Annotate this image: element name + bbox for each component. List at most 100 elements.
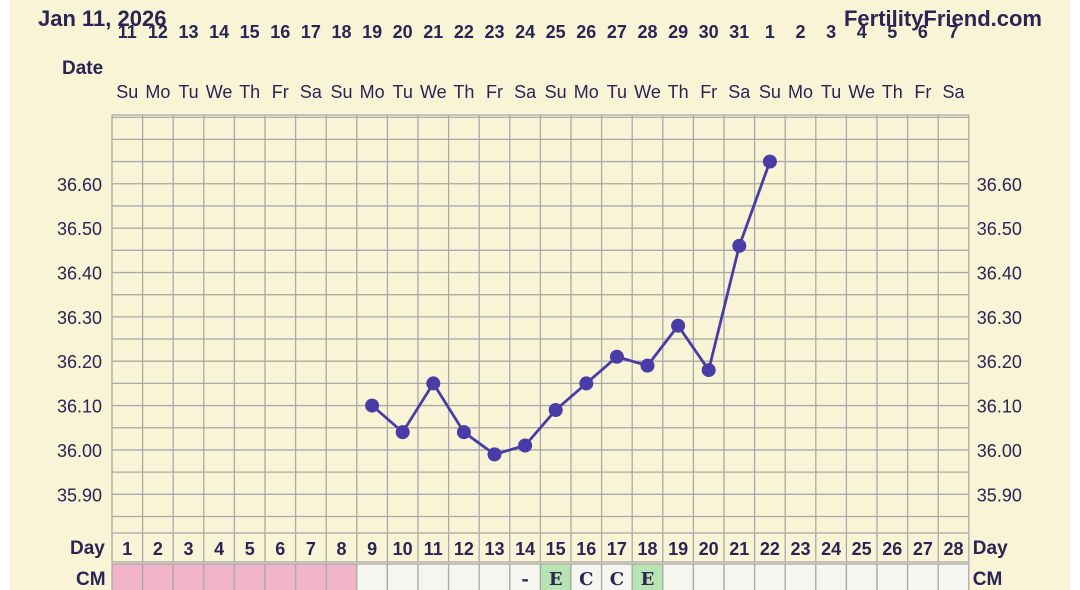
cycle-day-label: 17 — [607, 539, 627, 559]
cycle-day-label: 21 — [729, 539, 749, 559]
weekday-label: Fr — [700, 82, 717, 102]
cycle-day-label: 25 — [852, 539, 872, 559]
weekday-label: Su — [759, 82, 781, 102]
date-label: 11 — [118, 22, 137, 42]
cm-value: E — [641, 569, 655, 590]
y-tick-label-left: 35.90 — [57, 485, 102, 505]
cycle-day-label: 22 — [760, 539, 780, 559]
temperature-line — [371, 161, 772, 456]
date-label: 30 — [699, 22, 719, 42]
cm-cell — [356, 563, 389, 590]
site-name[interactable]: FertilityFriend.com — [843, 6, 1042, 31]
temperature-point — [395, 425, 410, 440]
cm-cell — [386, 563, 419, 590]
cm-cell — [570, 563, 603, 590]
weekday-label: Mo — [145, 82, 170, 102]
weekday-label: Sa — [942, 82, 965, 102]
cm-value: C — [579, 569, 593, 590]
cycle-day-label: 28 — [943, 539, 963, 559]
y-tick-label-left: 36.20 — [57, 352, 102, 372]
weekday-label: Mo — [360, 82, 385, 102]
weekday-label: Tu — [393, 82, 413, 102]
date-label: 31 — [729, 22, 749, 42]
cm-cell — [876, 563, 909, 590]
weekday-label: We — [206, 82, 233, 102]
cm-value: C — [610, 569, 624, 590]
date-label: 29 — [668, 22, 688, 42]
temperature-point — [579, 376, 594, 391]
cm-cell — [478, 563, 511, 590]
date-label: 18 — [331, 22, 351, 42]
cycle-day-label: 1 — [122, 539, 132, 559]
cm-cell — [662, 563, 695, 590]
y-tick-label-left: 36.10 — [57, 397, 102, 417]
weekday-label: Mo — [788, 82, 813, 102]
date-label: 2 — [795, 22, 805, 42]
temperature-point — [732, 238, 747, 253]
date-label: 12 — [148, 22, 168, 42]
cm-cell — [692, 563, 725, 590]
temperature-point — [640, 358, 655, 373]
weekday-label: Th — [453, 82, 474, 102]
cycle-day-label: 3 — [183, 539, 193, 559]
temperature-point — [548, 403, 563, 418]
weekday-label: Su — [116, 82, 138, 102]
weekday-label: Th — [668, 82, 689, 102]
cycle-day-label: 19 — [668, 539, 688, 559]
cycle-day-label: 16 — [576, 539, 596, 559]
date-label: 6 — [918, 22, 928, 42]
date-label: 13 — [178, 22, 198, 42]
cycle-day-label: 27 — [913, 539, 933, 559]
date-label: 15 — [240, 22, 260, 42]
weekday-label: Su — [545, 82, 567, 102]
y-tick-label-right: 35.90 — [977, 485, 1022, 505]
cycle-day-label: 18 — [637, 539, 657, 559]
date-label: 26 — [576, 22, 596, 42]
date-label: 17 — [301, 22, 321, 42]
weekday-label: Sa — [300, 82, 323, 102]
cycle-day-label: 14 — [515, 539, 535, 559]
day-row-label-right: Day — [973, 538, 1008, 559]
chart-date: Jan 11, 2026 — [38, 6, 167, 31]
cycle-day-label: 9 — [367, 539, 377, 559]
cm-cell — [906, 563, 939, 590]
weekday-label: Tu — [178, 82, 198, 102]
date-label: 19 — [362, 22, 382, 42]
date-label: 7 — [948, 22, 958, 42]
cycle-day-label: 20 — [699, 539, 719, 559]
weekday-label: Fr — [272, 82, 289, 102]
date-label: 14 — [209, 22, 229, 42]
date-label: 20 — [393, 22, 413, 42]
date-label: 3 — [826, 22, 836, 42]
y-tick-label-right: 36.60 — [977, 175, 1022, 195]
cm-cell — [815, 563, 848, 590]
cm-cell — [172, 563, 205, 590]
temperature-point — [426, 376, 441, 391]
date-label: 1 — [765, 22, 775, 42]
cm-cell — [845, 563, 878, 590]
temperature-point — [456, 425, 471, 440]
date-label: 25 — [546, 22, 566, 42]
date-label: 22 — [454, 22, 474, 42]
cycle-day-label: 8 — [336, 539, 346, 559]
weekday-label: Th — [882, 82, 903, 102]
cm-cell — [447, 563, 480, 590]
date-label: 16 — [270, 22, 290, 42]
y-tick-label-left: 36.40 — [57, 263, 102, 283]
cycle-day-label: 4 — [214, 539, 224, 559]
y-tick-label-right: 36.20 — [977, 352, 1022, 372]
y-tick-label-right: 36.50 — [977, 219, 1022, 239]
weekday-label: We — [634, 82, 661, 102]
weekday-label: Sa — [728, 82, 751, 102]
y-tick-label-right: 36.10 — [977, 397, 1022, 417]
cm-cell — [264, 563, 297, 590]
temperature-point — [518, 438, 533, 453]
cm-cell — [233, 563, 266, 590]
fertility-chart-page: Jan 11, 2026 FertilityFriend.com 35.90 35… — [10, 0, 1070, 590]
cm-cell — [294, 563, 327, 590]
cm-value: E — [549, 569, 563, 590]
cycle-day-label: 15 — [546, 539, 566, 559]
date-label: 4 — [857, 22, 867, 42]
bbt-chart: 35.90 35.90 36.00 36.00 36.10 36.10 36.20 36.20… — [57, 22, 1022, 590]
date-label: 28 — [637, 22, 657, 42]
